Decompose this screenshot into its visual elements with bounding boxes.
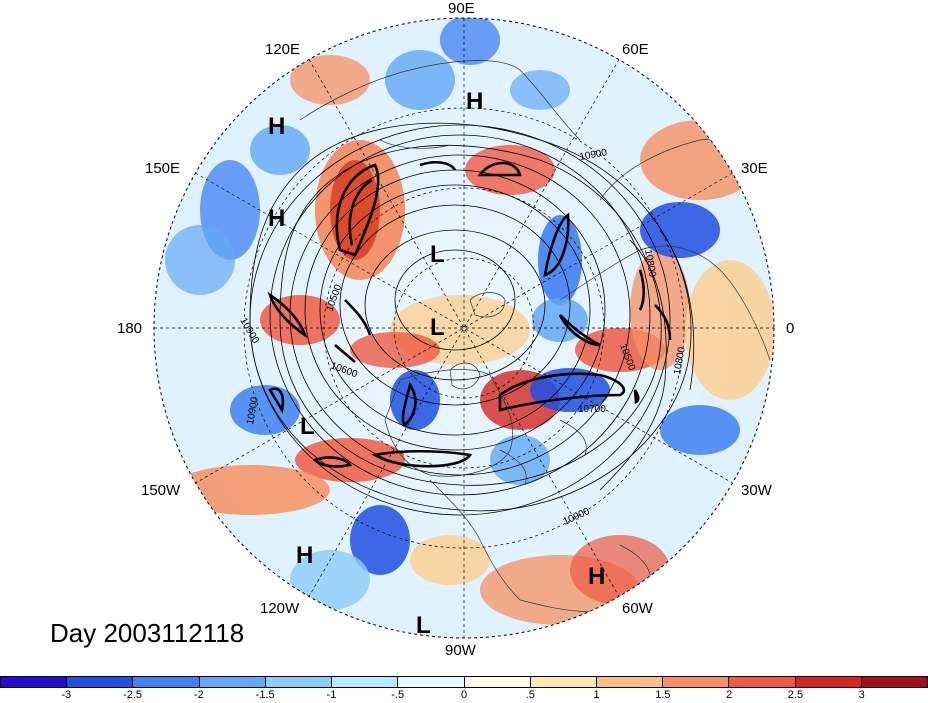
pressure-low-label: L [300,413,315,440]
colorbar-tick-label: 0 [460,689,468,701]
graticule [154,18,774,638]
lon-label-90e: 90E [448,0,475,17]
colorbar-tick-label: 3 [858,689,865,701]
colorbar-segment [861,677,928,687]
colorbar-tick-label: -.5 [391,689,405,701]
lon-label-90w: 90W [445,642,476,659]
lon-label-150e: 150E [145,160,181,177]
colorbar-segment [464,677,531,687]
colorbar-segment [729,677,796,687]
contour-label: 10700 [578,404,606,415]
colorbar-tick-label: -3 [61,689,72,701]
pressure-high-label: H [268,205,286,232]
lon-label-30e: 30E [741,160,768,177]
lon-label-120w: 120W [260,600,300,617]
colorbar-tick-label: 2.5 [787,689,804,701]
pressure-high-label: H [268,113,286,140]
colorbar-tick-label: -1 [326,689,337,701]
colorbar-segment [199,677,266,687]
colorbar-segment [663,677,730,687]
lon-label-120e: 120E [265,41,301,58]
colorbar-segment [332,677,399,687]
pressure-high-label: H [296,542,314,569]
height-contours [249,122,695,516]
contour-label: 10800 [672,346,688,376]
pressure-low-label: L [430,314,445,341]
map-boundary [153,17,775,639]
colorbar-tick-label: 1 [593,689,600,701]
colorbar-ticks: -3 -2.5 -2 -1.5 -1 -.5 0 .5 1 1.5 2 2.5 3 [0,689,928,703]
colorbar-tick-label: -2.5 [123,689,143,701]
day-label: Day 2003112118 [50,618,245,648]
colorbar-segment [67,677,134,687]
colorbar-segment [596,677,664,687]
colorbar-segment [530,677,597,687]
polar-stereographic-map: 10900 10800 10500 10700 10500 10600 1090… [153,17,775,639]
lon-label-30w: 30W [741,482,772,499]
colorbar-segment [398,677,465,687]
lon-label-60w: 60W [622,600,653,617]
colorbar-tick-label: .5 [525,689,535,701]
lon-label-60e: 60E [622,41,649,58]
jet-streak-contours [267,160,672,468]
colorbar-tick-label: -1.5 [255,689,275,701]
contour-label: 10800 [642,249,658,279]
lon-label-150w: 150W [141,482,181,499]
pressure-low-label: L [416,612,431,639]
lon-label-0: 0 [786,320,795,337]
contour-label: 10900 [245,396,261,426]
colorbar [0,676,928,688]
pressure-high-label: H [588,563,606,590]
lon-label-180: 180 [117,320,143,337]
pressure-high-label: H [466,88,484,115]
colorbar-segment [265,677,333,687]
colorbar-tick-label: 2 [726,689,733,701]
colorbar-tick-label: 1.5 [655,689,671,701]
colorbar-segment [133,677,200,687]
colorbar-tick-label: -2 [193,689,204,701]
contour-label: 10900 [579,147,609,163]
colorbar-segment [1,677,68,687]
colorbar-segment [795,677,862,687]
pressure-low-label: L [430,241,445,268]
